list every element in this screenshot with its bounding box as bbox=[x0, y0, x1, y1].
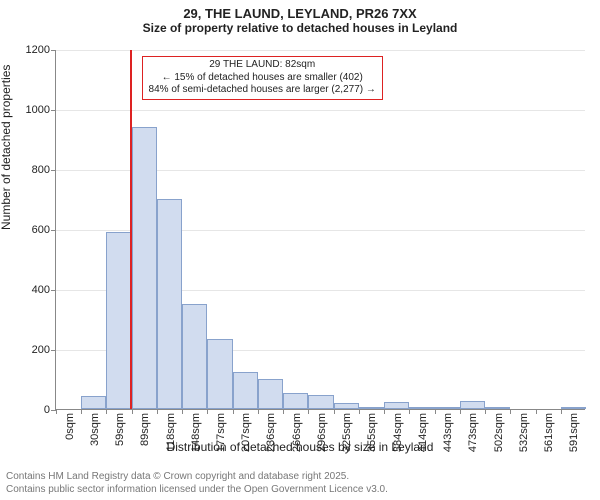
bar bbox=[485, 407, 510, 409]
y-tick-label: 800 bbox=[14, 164, 50, 176]
y-tick bbox=[51, 170, 56, 171]
y-axis-title: Number of detached properties bbox=[0, 65, 13, 230]
x-tick bbox=[106, 409, 107, 414]
bar bbox=[81, 396, 106, 409]
plot-area: 0200400600800100012000sqm30sqm59sqm89sqm… bbox=[55, 50, 585, 410]
footer-line-2: Contains public sector information licen… bbox=[6, 484, 388, 497]
x-tick bbox=[334, 409, 335, 414]
x-tick bbox=[384, 409, 385, 414]
annotation-line: 29 THE LAUND: 82sqm bbox=[149, 59, 376, 72]
annotation-line: ← 15% of detached houses are smaller (40… bbox=[149, 72, 376, 85]
bar bbox=[359, 407, 384, 409]
x-tick bbox=[510, 409, 511, 414]
chart-container: 29, THE LAUND, LEYLAND, PR26 7XX Size of… bbox=[0, 0, 600, 500]
y-tick-label: 1000 bbox=[14, 104, 50, 116]
footer-attribution: Contains HM Land Registry data © Crown c… bbox=[6, 471, 388, 496]
y-tick-label: 1200 bbox=[14, 44, 50, 56]
x-tick bbox=[409, 409, 410, 414]
x-axis-title: Distribution of detached houses by size … bbox=[0, 440, 600, 454]
x-tick bbox=[233, 409, 234, 414]
bar bbox=[182, 304, 207, 409]
footer-line-1: Contains HM Land Registry data © Crown c… bbox=[6, 471, 388, 484]
x-tick bbox=[460, 409, 461, 414]
y-tick-label: 0 bbox=[14, 404, 50, 416]
x-tick bbox=[132, 409, 133, 414]
bar bbox=[561, 407, 586, 409]
bar bbox=[157, 199, 182, 409]
gridline bbox=[56, 110, 585, 111]
bar bbox=[132, 127, 157, 409]
bar bbox=[334, 403, 359, 409]
x-tick bbox=[561, 409, 562, 414]
x-tick bbox=[435, 409, 436, 414]
y-tick-label: 400 bbox=[14, 284, 50, 296]
x-tick bbox=[485, 409, 486, 414]
y-tick bbox=[51, 50, 56, 51]
bar bbox=[435, 407, 460, 409]
gridline bbox=[56, 50, 585, 51]
y-tick bbox=[51, 350, 56, 351]
x-tick-label: 0sqm bbox=[64, 413, 76, 440]
bar bbox=[460, 401, 485, 409]
x-tick bbox=[283, 409, 284, 414]
y-tick-label: 200 bbox=[14, 344, 50, 356]
bar bbox=[308, 395, 333, 409]
bar bbox=[258, 379, 283, 409]
x-tick bbox=[359, 409, 360, 414]
y-tick-label: 600 bbox=[14, 224, 50, 236]
bar bbox=[384, 402, 409, 410]
chart-subtitle: Size of property relative to detached ho… bbox=[0, 21, 600, 35]
annotation-box: 29 THE LAUND: 82sqm← 15% of detached hou… bbox=[142, 56, 383, 100]
bar bbox=[409, 407, 434, 409]
x-tick bbox=[258, 409, 259, 414]
x-tick bbox=[308, 409, 309, 414]
y-tick bbox=[51, 230, 56, 231]
annotation-line: 84% of semi-detached houses are larger (… bbox=[149, 84, 376, 97]
y-tick bbox=[51, 110, 56, 111]
bar bbox=[233, 372, 258, 410]
marker-line bbox=[130, 50, 132, 409]
x-tick bbox=[207, 409, 208, 414]
x-tick bbox=[81, 409, 82, 414]
bar bbox=[283, 393, 308, 410]
x-tick bbox=[182, 409, 183, 414]
x-tick bbox=[157, 409, 158, 414]
bar bbox=[106, 232, 131, 409]
chart-title: 29, THE LAUND, LEYLAND, PR26 7XX bbox=[0, 6, 600, 21]
title-block: 29, THE LAUND, LEYLAND, PR26 7XX Size of… bbox=[0, 0, 600, 35]
bar bbox=[207, 339, 232, 410]
x-tick bbox=[536, 409, 537, 414]
y-tick bbox=[51, 290, 56, 291]
x-tick bbox=[56, 409, 57, 414]
